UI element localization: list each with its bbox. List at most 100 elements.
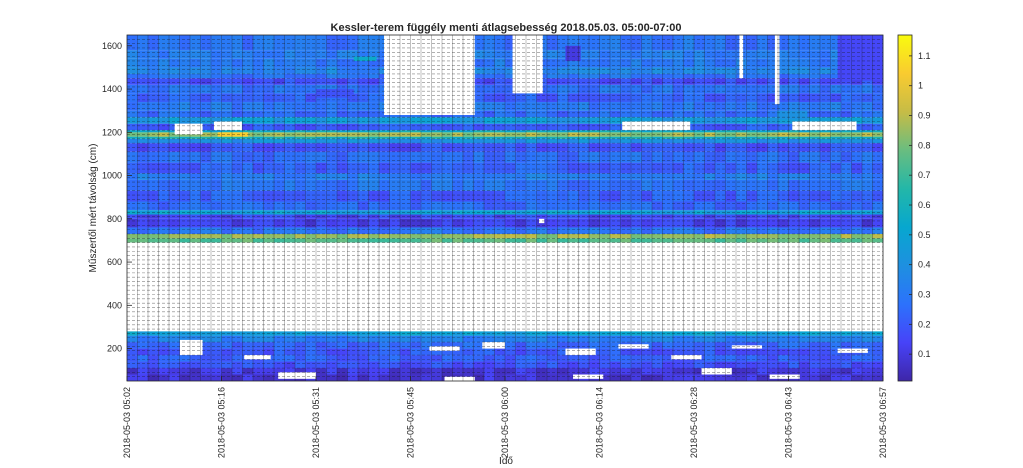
heatmap-cell	[368, 73, 380, 79]
heatmap-cell	[442, 218, 453, 228]
heatmap-cell	[284, 50, 296, 59]
heatmap-cell	[410, 179, 422, 191]
heatmap-cell	[736, 335, 747, 343]
heatmap-cell	[673, 151, 684, 163]
heatmap-cell	[148, 58, 159, 68]
heatmap-cell	[589, 138, 600, 144]
heatmap-cell	[505, 342, 516, 349]
heatmap-cell	[295, 143, 306, 152]
heatmap-cell	[127, 84, 138, 94]
heatmap-cell	[547, 218, 558, 228]
heatmap-cell	[284, 238, 296, 243]
heatmap-cell	[652, 78, 663, 85]
heatmap-cell	[788, 201, 800, 211]
heatmap-cell	[851, 218, 863, 228]
heatmap-cell	[484, 368, 495, 375]
heatmap-cell	[767, 78, 779, 85]
heatmap-cell	[599, 368, 611, 375]
heatmap-cell	[263, 368, 275, 375]
heatmap-cell	[736, 102, 747, 111]
heatmap-cell	[526, 348, 537, 356]
heatmap-cell	[274, 151, 285, 163]
heatmap-cell	[673, 136, 684, 139]
heatmap-cell	[641, 179, 653, 191]
heatmap-cell	[683, 110, 695, 118]
heatmap-cell	[631, 179, 642, 191]
heatmap-cell	[809, 50, 821, 59]
heatmap-cell	[872, 117, 884, 124]
heatmap-cell	[662, 190, 674, 202]
heatmap-cell	[158, 84, 170, 94]
heatmap-cell	[326, 151, 338, 163]
heatmap-cell	[746, 136, 758, 139]
heatmap-cell	[473, 136, 485, 139]
heatmap-cell	[200, 218, 212, 228]
heatmap-cell	[872, 227, 884, 234]
heatmap-cell	[704, 130, 716, 133]
heatmap-cell	[358, 374, 369, 381]
heatmap-cell	[694, 374, 705, 381]
heatmap-cell	[589, 50, 600, 59]
heatmap-cell	[305, 151, 317, 163]
heatmap-cell	[127, 123, 138, 131]
heatmap-cell	[127, 93, 138, 103]
heatmap-cell	[316, 218, 327, 228]
heatmap-cell	[431, 123, 443, 131]
heatmap-cell	[704, 355, 716, 362]
heatmap-cell	[179, 238, 191, 243]
heatmap-cell	[809, 374, 821, 381]
heatmap-cell	[158, 35, 170, 51]
heatmap-cell	[736, 214, 747, 219]
heatmap-cell	[652, 233, 663, 239]
heatmap-cell	[620, 238, 632, 243]
heatmap-cell	[200, 190, 212, 202]
heatmap-cell	[505, 143, 516, 152]
heatmap-cell	[410, 143, 422, 152]
heatmap-cell	[662, 78, 674, 85]
heatmap-cell	[221, 35, 233, 51]
heatmap-cell	[158, 73, 170, 79]
heatmap-cell	[127, 368, 138, 375]
heatmap-cell	[736, 201, 747, 211]
heatmap-cell	[295, 132, 306, 137]
heatmap-cell	[536, 355, 548, 362]
heatmap-cell	[253, 179, 264, 191]
heatmap-cell	[620, 78, 632, 85]
heatmap-cell	[715, 123, 726, 131]
heatmap-cell	[610, 179, 621, 191]
heatmap-cell	[694, 348, 705, 356]
heatmap-cell	[200, 179, 212, 191]
heatmap-cell	[683, 151, 695, 163]
heatmap-cell	[169, 102, 180, 111]
heatmap-cell	[263, 84, 275, 94]
heatmap-cell	[704, 218, 716, 228]
heatmap-cell	[326, 361, 338, 369]
heatmap-cell	[494, 67, 506, 74]
heatmap-cell	[788, 355, 800, 362]
heatmap-cell	[526, 331, 537, 336]
heatmap-cell	[557, 218, 569, 228]
y-tick-label: 400	[107, 300, 122, 310]
heatmap-cell	[200, 201, 212, 211]
heatmap-cell	[179, 361, 191, 369]
heatmap-cell	[578, 361, 590, 369]
heatmap-cell	[851, 162, 863, 174]
heatmap-cell	[673, 173, 684, 180]
heatmap-cell	[421, 132, 432, 137]
heatmap-cell	[767, 348, 779, 356]
heatmap-cell	[820, 93, 831, 103]
heatmap-cell	[610, 201, 621, 211]
heatmap-cell	[662, 130, 674, 133]
heatmap-cell	[200, 233, 212, 239]
heatmap-cell	[652, 227, 663, 234]
heatmap-cell	[421, 162, 432, 174]
heatmap-cell	[505, 35, 516, 51]
heatmap-cell	[484, 117, 495, 124]
heatmap-cell	[148, 238, 159, 243]
heatmap-cell	[830, 173, 842, 180]
heatmap-cell	[431, 162, 443, 174]
heatmap-cell	[274, 138, 285, 144]
heatmap-cell	[263, 227, 275, 234]
heatmap-cell	[190, 110, 201, 118]
heatmap-cell	[242, 361, 254, 369]
